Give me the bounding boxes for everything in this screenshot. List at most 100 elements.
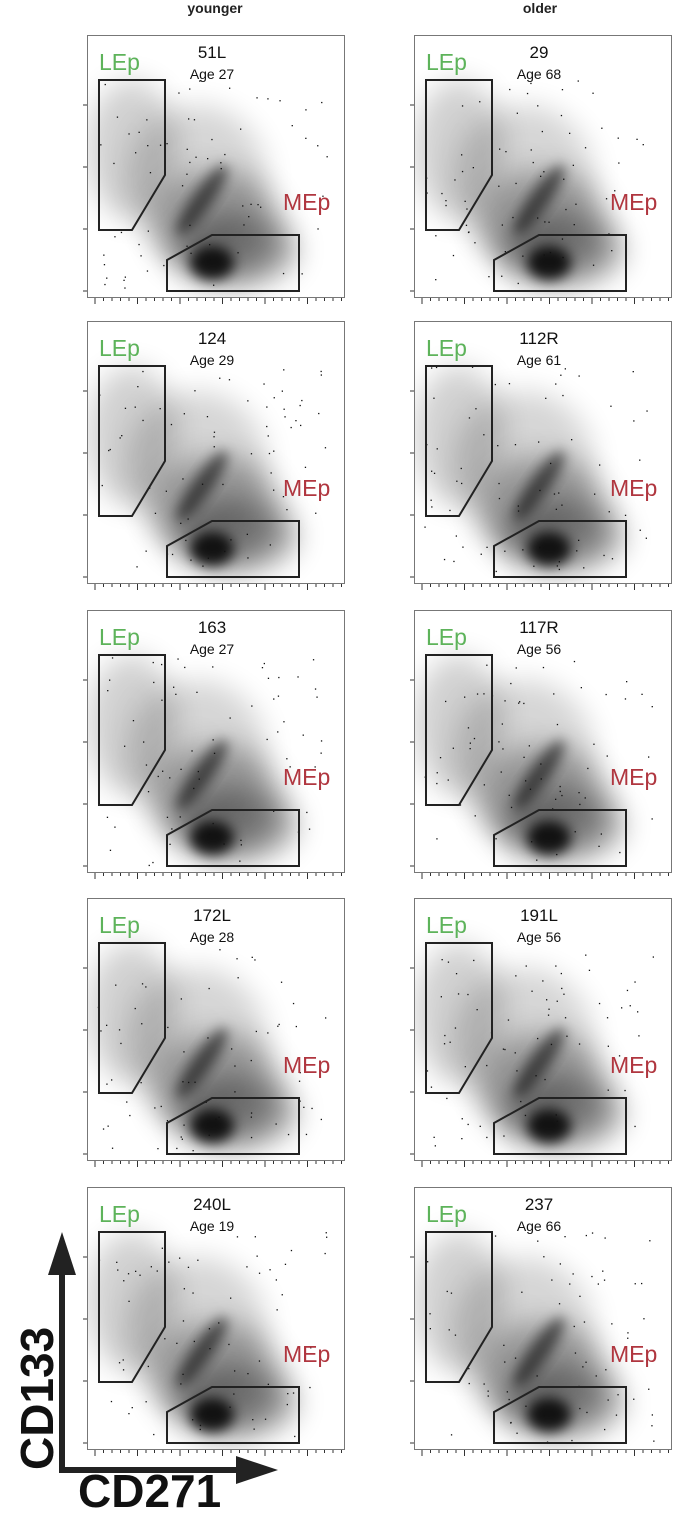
event-dot bbox=[634, 1283, 636, 1285]
event-dot bbox=[433, 397, 435, 399]
event-dot bbox=[521, 1291, 523, 1293]
event-dot bbox=[267, 1383, 269, 1385]
event-dot bbox=[247, 400, 249, 402]
event-dot bbox=[532, 161, 534, 164]
event-dot bbox=[308, 828, 311, 830]
lep-gate-label: LEp bbox=[99, 1201, 140, 1227]
event-dot bbox=[523, 702, 525, 705]
event-dot bbox=[537, 105, 539, 107]
sample-id-label: 117R bbox=[519, 618, 559, 637]
event-dot bbox=[114, 236, 116, 238]
event-dot bbox=[433, 472, 436, 474]
event-dot bbox=[562, 256, 564, 259]
density-ridge bbox=[513, 1317, 565, 1387]
event-dot bbox=[299, 1072, 301, 1074]
event-dot bbox=[218, 1116, 220, 1118]
event-dot bbox=[109, 448, 111, 451]
event-dot bbox=[468, 1382, 470, 1385]
event-dot bbox=[282, 496, 285, 498]
event-dot bbox=[106, 1083, 108, 1085]
event-dot bbox=[449, 509, 451, 512]
event-dot bbox=[170, 423, 173, 426]
density-cloud bbox=[87, 80, 328, 289]
event-dot bbox=[648, 1388, 650, 1390]
event-dot bbox=[443, 558, 446, 561]
event-dot bbox=[273, 397, 275, 399]
facs-plot-svg bbox=[410, 321, 672, 590]
event-dot bbox=[642, 144, 644, 146]
event-dot bbox=[325, 1017, 327, 1019]
event-dot bbox=[537, 217, 539, 219]
event-dot bbox=[106, 1024, 108, 1026]
event-dot bbox=[186, 148, 188, 150]
event-dot bbox=[559, 790, 561, 793]
event-dot bbox=[483, 693, 485, 695]
event-dot bbox=[176, 1147, 178, 1150]
event-dot bbox=[624, 1089, 626, 1092]
event-dot bbox=[104, 283, 106, 286]
event-dot bbox=[523, 756, 525, 758]
event-dot bbox=[202, 565, 204, 567]
event-dot bbox=[209, 259, 211, 262]
event-dot bbox=[183, 413, 185, 415]
event-dot bbox=[598, 845, 600, 847]
mep-gate bbox=[166, 809, 300, 867]
event-dot bbox=[258, 1272, 261, 1274]
event-dot bbox=[110, 1400, 113, 1403]
event-dot bbox=[209, 244, 211, 246]
event-dot bbox=[615, 1414, 618, 1416]
event-dot bbox=[139, 1274, 141, 1276]
plot-frame bbox=[414, 898, 672, 1161]
event-dot bbox=[326, 1236, 328, 1238]
event-dot bbox=[584, 797, 586, 799]
event-dot bbox=[123, 1280, 125, 1282]
event-dot bbox=[561, 238, 564, 240]
event-dot bbox=[480, 553, 482, 555]
event-dot bbox=[530, 82, 532, 85]
density-cloud bbox=[414, 80, 644, 285]
event-dot bbox=[292, 1392, 295, 1394]
event-dot bbox=[236, 1236, 239, 1238]
event-dot bbox=[301, 273, 303, 275]
event-dot bbox=[565, 208, 567, 211]
event-dot bbox=[145, 764, 148, 766]
event-dot bbox=[169, 843, 171, 845]
event-dot bbox=[547, 1014, 550, 1016]
event-dot bbox=[606, 755, 608, 757]
event-dot bbox=[197, 1259, 199, 1261]
event-dot bbox=[250, 453, 253, 455]
event-dot bbox=[228, 379, 231, 381]
event-dot bbox=[282, 272, 285, 275]
event-dot bbox=[153, 681, 155, 684]
event-dot bbox=[450, 1434, 453, 1436]
event-dot bbox=[474, 815, 476, 817]
density-ridge bbox=[513, 451, 565, 521]
event-dot bbox=[510, 1422, 512, 1424]
plot-frame bbox=[414, 1187, 672, 1450]
plot-frame bbox=[87, 321, 345, 584]
event-dot bbox=[128, 1413, 130, 1415]
event-dot bbox=[198, 778, 200, 780]
event-dot bbox=[211, 138, 213, 141]
event-dot bbox=[101, 484, 103, 487]
event-dot bbox=[514, 444, 517, 446]
event-dot bbox=[207, 158, 209, 160]
event-dot bbox=[212, 666, 214, 668]
event-dot bbox=[175, 693, 177, 695]
event-dot bbox=[435, 279, 437, 281]
event-dot bbox=[450, 1292, 453, 1294]
event-dot bbox=[305, 137, 307, 139]
event-dot bbox=[231, 1048, 233, 1050]
event-dot bbox=[184, 666, 186, 669]
event-dot bbox=[573, 1325, 575, 1328]
event-dot bbox=[461, 1118, 463, 1120]
event-dot bbox=[246, 1266, 248, 1268]
density-cloud bbox=[414, 366, 648, 573]
event-dot bbox=[564, 368, 566, 370]
facs-plot-panel: 163 Age 27 LEp MEp bbox=[83, 610, 347, 880]
event-dot bbox=[260, 206, 262, 208]
event-dot bbox=[224, 153, 226, 156]
mep-gate-label: MEp bbox=[283, 475, 331, 501]
event-dot bbox=[474, 242, 476, 244]
density-core bbox=[527, 821, 571, 855]
